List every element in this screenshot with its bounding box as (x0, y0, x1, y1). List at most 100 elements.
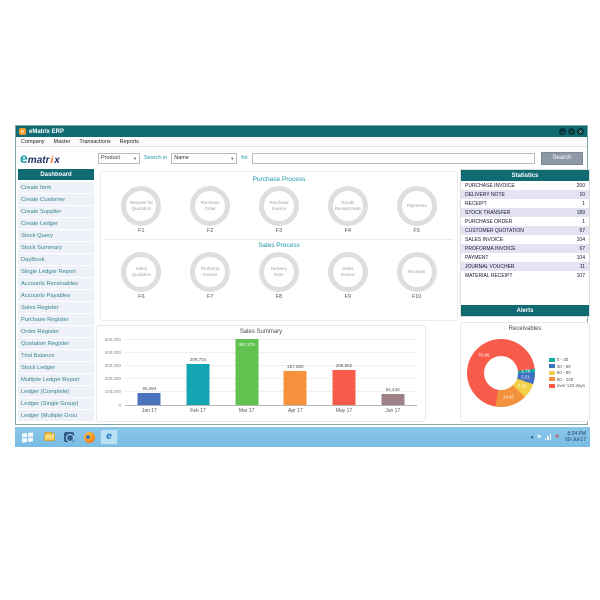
sidebar-item-ledger-complete[interactable]: Ledger (Complete) (18, 386, 94, 397)
sidebar-item-daybook[interactable]: DayBook (18, 254, 94, 265)
sidebar-item-stock-summary[interactable]: Stock Summary (18, 242, 94, 253)
bar-apr-17: 257,500 (271, 340, 320, 405)
x-tick-label: Jan 17 (141, 408, 157, 414)
slice-label-60-90: 7.31 (517, 383, 527, 389)
search-field-dropdown[interactable]: Name ▼ (171, 152, 238, 164)
sidebar-item-quotation-register[interactable]: Quotation Register (18, 338, 94, 349)
sidebar-item-create-item[interactable]: Create Item (18, 182, 94, 193)
sidebar-item-purchase-register[interactable]: Purchase Register (18, 314, 94, 325)
logo-text: matr (27, 154, 50, 166)
tray-date: 09-Jul-17 (565, 437, 586, 443)
legend-0-30: 0 - 30 (548, 357, 585, 362)
chevron-down-icon: ▼ (230, 155, 235, 161)
stat-value: 104 (576, 236, 585, 243)
menu-reports[interactable]: Reports (119, 138, 139, 145)
volume-alert-icon[interactable]: ✕ (554, 434, 560, 440)
search-category-dropdown[interactable]: Product ▼ (98, 152, 140, 164)
receivables-donut: 1.76 5.51 7.31 14.97 70.46 (467, 339, 535, 407)
sidebar-item-multiple-ledger-report[interactable]: Multiple Ledger Report (18, 374, 94, 385)
app-icon[interactable] (59, 427, 79, 447)
sidebar-item-stock-ledger[interactable]: Stock Ledger (18, 362, 94, 373)
stat-label: CUSTOMER QUOTATION (465, 227, 524, 234)
y-tick-label: 0 (118, 402, 121, 408)
menu-company[interactable]: Company (21, 138, 45, 145)
payments-circle[interactable]: Payments (396, 186, 437, 226)
internet-explorer-icon[interactable]: e (99, 427, 119, 447)
file-explorer-icon[interactable] (39, 427, 59, 447)
stat-value: 11 (579, 263, 585, 270)
sidebar-item-accounts-payables[interactable]: Accounts Payables (18, 290, 94, 301)
search-button[interactable]: Search (541, 151, 583, 165)
goods-receipt-note-circle[interactable]: Goods Receipt Note (327, 186, 368, 226)
stat-label: STOCK TRANSFER (465, 209, 511, 216)
request-for-quotation-fkey: F1 (138, 228, 145, 234)
titlebar: e eMatrix ERP – ▫ ✕ (16, 126, 587, 137)
proforma-invoice-circle[interactable]: Proforma Invoice (190, 252, 231, 292)
logo-e-icon: e (20, 149, 28, 166)
x-tick-label: Apr 17 (287, 408, 303, 414)
delivery-note-fkey: F8 (275, 294, 283, 300)
close-button[interactable]: ✕ (577, 128, 584, 135)
purchase-invoice-circle[interactable]: Purchase Invoice (258, 186, 299, 226)
menu-bar: Company Master Transactions Reports (16, 137, 587, 147)
stat-value: 107 (576, 272, 585, 279)
process-step-delivery-note: Delivery Note F8 (250, 252, 308, 300)
purchase-invoice-fkey: F3 (275, 228, 283, 234)
sidebar-item-ledger-multiple-grou[interactable]: Ledger (Multiple Grou (18, 410, 94, 421)
sidebar-item-sales-register[interactable]: Sales Register (18, 302, 94, 313)
legend-swatch-icon (548, 383, 555, 388)
maximize-button[interactable]: ▫ (568, 128, 575, 135)
legend-label: 90 - 120 (556, 376, 574, 382)
sidebar-item-stock-query[interactable]: Stock Query (18, 230, 94, 241)
bar-feb-17: 309,704 (174, 340, 223, 405)
legend-60-90: 60 - 90 (548, 370, 585, 375)
sidebar-item-single-ledger-report[interactable]: Single Ledger Report (18, 266, 94, 277)
sidebar-item-create-ledger[interactable]: Create Ledger (18, 218, 94, 229)
menu-transactions[interactable]: Transactions (79, 138, 111, 145)
search-toolbar: e matr i x Product ▼ Search in Name ▼ for S… (16, 147, 587, 169)
request-for-quotation-circle[interactable]: Request for Quotation (121, 186, 162, 226)
bar-value-label: 497,278 (238, 342, 255, 347)
goods-receipt-note-fkey: F4 (344, 228, 351, 234)
for-label: for (241, 155, 248, 161)
sales-quotation-circle[interactable]: Sales Quotation (121, 252, 162, 292)
sidebar-item-create-supplier[interactable]: Create Supplier (18, 206, 94, 217)
purchase-order-circle[interactable]: Purchase Order (190, 186, 231, 226)
tray-clock[interactable]: 8:24 PM 09-Jul-17 (562, 431, 586, 444)
stats-row-customer-quotation: CUSTOMER QUOTATION 57 (461, 226, 589, 235)
legend-30-60: 30 - 60 (548, 363, 585, 369)
minimize-button[interactable]: – (559, 128, 566, 135)
start-icon[interactable] (15, 427, 39, 447)
receipts-circle[interactable]: Receipts (396, 252, 437, 292)
sidebar-header-dashboard[interactable]: Dashboard (18, 169, 94, 180)
slice-label-30-60: 5.51 (521, 374, 531, 380)
alerts-header[interactable]: Alerts (461, 305, 589, 316)
search-input[interactable] (251, 152, 535, 164)
y-tick-label: 400,000 (104, 349, 121, 355)
tray-expand-icon[interactable]: ▴ (531, 434, 534, 440)
menu-master[interactable]: Master (53, 138, 71, 145)
stat-label: PROFORMA INVOICE (465, 245, 516, 252)
firefox-icon[interactable] (79, 427, 99, 447)
sidebar-item-create-customer[interactable]: Create Customer (18, 194, 94, 205)
bar-chart-title: Sales Summary (239, 329, 283, 335)
delivery-note-circle[interactable]: Delivery Note (258, 252, 299, 292)
stat-label: PURCHASE ORDER (465, 218, 513, 225)
sidebar-item-ledger-single-group[interactable]: Ledger (Single Group) (18, 398, 94, 409)
sales-invoice-circle[interactable]: Sales Invoice (327, 252, 368, 292)
stats-row-receipt: RECEIPT 1 (461, 199, 589, 208)
gridline (125, 378, 417, 379)
network-icon[interactable] (544, 434, 552, 440)
flag-icon[interactable]: ⚑ (536, 434, 542, 441)
gridline (125, 391, 417, 392)
stat-label: JOURNAL VOUCHER (465, 263, 515, 270)
sidebar-item-trial-balance[interactable]: Trial Balance (18, 350, 94, 361)
sales-process-title: Sales Process (258, 242, 300, 249)
bar-value-label: 90,484 (142, 386, 157, 391)
bar-rect (332, 370, 356, 405)
legend-label: 30 - 60 (556, 363, 571, 369)
sidebar-item-accounts-receivables[interactable]: Accounts Receivables (18, 278, 94, 289)
legend-swatch-icon (548, 370, 555, 375)
sidebar-item-order-register[interactable]: Order Register (18, 326, 94, 337)
